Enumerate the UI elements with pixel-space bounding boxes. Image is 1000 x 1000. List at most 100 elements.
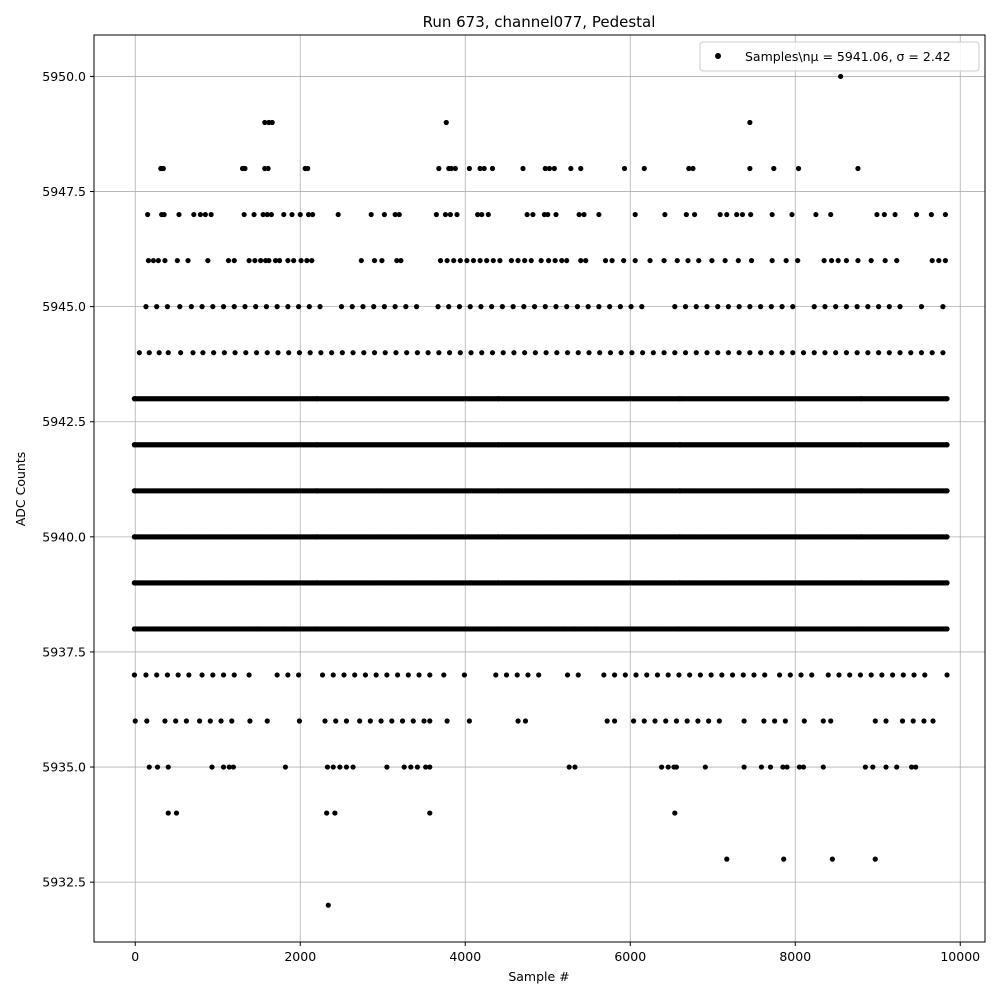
legend-label: Samples\nμ = 5941.06, σ = 2.42 <box>745 49 951 64</box>
data-point <box>210 672 216 678</box>
data-point <box>724 856 730 862</box>
data-point <box>162 257 168 264</box>
data-point <box>178 350 184 356</box>
data-point <box>274 672 280 678</box>
data-point <box>674 257 680 264</box>
data-point <box>829 856 835 862</box>
data-point <box>735 257 741 264</box>
data-point <box>392 211 398 218</box>
data-point <box>944 534 950 540</box>
data-point <box>329 350 335 356</box>
data-point <box>457 257 463 264</box>
data-point <box>659 764 665 770</box>
data-point <box>564 304 570 310</box>
data-point <box>855 165 861 172</box>
data-point <box>913 211 920 218</box>
data-point <box>210 304 216 310</box>
data-point <box>305 165 311 172</box>
data-point <box>875 350 882 356</box>
data-point <box>522 350 528 356</box>
data-point <box>795 165 802 172</box>
data-point <box>578 257 584 264</box>
data-point <box>621 257 627 264</box>
data-point <box>209 764 215 770</box>
data-point <box>246 257 252 264</box>
data-point <box>208 211 214 218</box>
x-tick-label: 0 <box>131 949 139 964</box>
data-point <box>696 257 702 264</box>
data-point <box>500 350 506 356</box>
data-point <box>220 764 227 770</box>
data-point <box>333 718 339 724</box>
data-point <box>520 165 526 172</box>
data-point <box>477 165 483 172</box>
data-point <box>164 304 171 310</box>
data-point <box>381 211 387 218</box>
data-point <box>403 304 409 310</box>
data-point <box>566 764 572 770</box>
data-point <box>495 626 501 632</box>
data-point <box>862 764 868 770</box>
data-point <box>836 672 842 678</box>
data-point <box>413 304 420 310</box>
data-point <box>218 718 224 724</box>
data-point <box>451 257 457 264</box>
data-point <box>944 672 950 678</box>
data-point <box>779 350 785 356</box>
data-point <box>551 165 557 172</box>
data-point <box>897 304 903 310</box>
data-point <box>272 257 279 264</box>
data-point <box>384 672 390 678</box>
data-point <box>783 257 789 264</box>
data-point <box>495 442 501 448</box>
data-point <box>508 257 515 264</box>
y-tick-label: 5940.0 <box>42 529 86 544</box>
data-point <box>231 304 237 310</box>
data-point <box>936 257 942 264</box>
data-point <box>629 350 635 356</box>
data-point <box>266 257 272 264</box>
data-point <box>200 350 206 356</box>
legend: Samples\nμ = 5941.06, σ = 2.42 <box>699 41 980 72</box>
data-point <box>197 718 203 724</box>
data-point <box>314 534 320 540</box>
data-point <box>371 350 378 356</box>
data-point <box>297 211 303 218</box>
data-point <box>446 304 452 310</box>
data-point <box>281 626 287 632</box>
data-point <box>243 350 249 356</box>
data-point <box>191 211 197 218</box>
data-point <box>781 856 787 862</box>
data-point <box>490 257 496 264</box>
data-point <box>843 350 850 356</box>
data-point <box>524 211 530 218</box>
data-point <box>574 304 581 310</box>
y-tick-label: 5942.5 <box>42 414 86 429</box>
data-point <box>553 304 559 310</box>
data-point <box>188 304 194 310</box>
data-point <box>677 534 683 540</box>
data-point <box>443 119 449 126</box>
data-point <box>489 165 496 172</box>
data-point <box>789 211 795 218</box>
data-point <box>811 304 817 310</box>
data-point <box>457 350 463 356</box>
data-point <box>298 257 304 264</box>
data-point <box>381 304 387 310</box>
data-point <box>252 257 258 264</box>
data-point <box>654 672 661 678</box>
data-point <box>371 304 377 310</box>
data-point <box>322 718 328 724</box>
data-point <box>894 764 900 770</box>
data-point <box>790 350 796 356</box>
data-point <box>392 304 398 310</box>
data-point <box>930 718 936 724</box>
data-point <box>910 718 916 724</box>
data-point <box>879 672 885 678</box>
data-point <box>176 211 182 218</box>
data-point <box>583 257 589 264</box>
data-point <box>632 257 638 264</box>
data-point <box>596 211 602 218</box>
data-point <box>695 718 701 724</box>
